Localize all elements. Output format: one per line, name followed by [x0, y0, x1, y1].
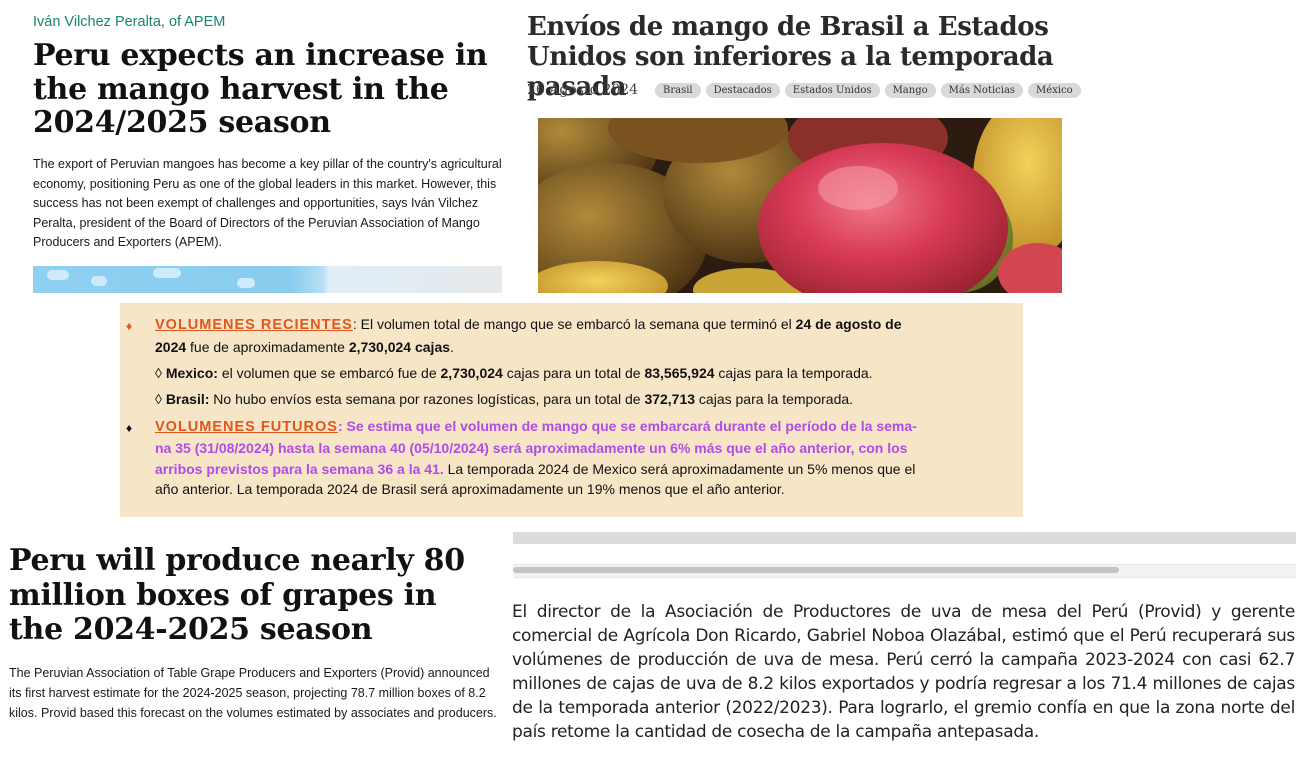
article-mango-peru: Iván Vilchez Peralta, of APEM Peru expec…: [0, 0, 512, 295]
recientes-date: 24 de agosto de: [795, 316, 902, 332]
content-divider: [513, 532, 1296, 544]
article-date: 26 Agosto 2024: [527, 82, 639, 98]
futuros-forecast: : Se estima que el volumen de mango que …: [337, 418, 917, 434]
brasil-total: 372,713: [644, 391, 696, 407]
recientes-text: fue de aproximadamente: [186, 339, 349, 355]
article-headline[interactable]: Envíos de mango de Brasil a Estados Unid…: [527, 12, 1054, 102]
recientes-total: 2,730,024 cajas: [348, 339, 451, 355]
tag-mexico[interactable]: México: [1028, 83, 1081, 98]
article-headline[interactable]: Peru will produce nearly 80 million boxe…: [9, 543, 465, 647]
futuros-line-4: año anterior. La temporada 2024 de Brasi…: [155, 481, 785, 497]
futuros-line-3: arribos previstos para la semana 36 a la…: [155, 459, 915, 479]
tag-brasil[interactable]: Brasil: [655, 83, 701, 98]
futuros-note: La temporada 2024 de Mexico será aproxim…: [443, 461, 916, 477]
sub-bullet-icon: ◊: [155, 391, 162, 407]
article-body: The export of Peruvian mangoes has becom…: [33, 157, 502, 250]
tag-estados-unidos[interactable]: Estados Unidos: [784, 83, 880, 98]
futuros-forecast: arribos previstos para la semana 36 a la…: [155, 461, 444, 477]
article-body: The Peruvian Association of Table Grape …: [9, 666, 497, 720]
tag-mas-noticias[interactable]: Más Noticias: [940, 83, 1024, 98]
tag-mango[interactable]: Mango: [884, 83, 936, 98]
mexico-label: Mexico:: [165, 365, 218, 381]
horizontal-scrollbar-thumb[interactable]: [513, 567, 1119, 573]
article-uva-provid: El director de la Asociación de Producto…: [505, 530, 1306, 760]
article-headline[interactable]: Peru expects an increase in the mango ha…: [33, 38, 488, 140]
mexico-weekly: 2,730,024: [440, 365, 503, 381]
brasil-label: Brasil:: [165, 391, 210, 407]
mexico-text: el volumen que se embarcó fue de: [217, 365, 441, 381]
mexico-text: cajas para un total de: [502, 365, 645, 381]
recientes-line-2: 2024 fue de aproximadamente 2,730,024 ca…: [155, 337, 454, 357]
recientes-period: .: [450, 339, 454, 355]
article-byline[interactable]: Iván Vilchez Peralta, of APEM: [33, 14, 226, 30]
brasil-line: ◊ Brasil: No hubo envíos esta semana por…: [155, 389, 853, 409]
article-grapes-peru: Peru will produce nearly 80 million boxe…: [0, 530, 505, 760]
mango-photo: [538, 118, 1062, 293]
recientes-line-1: VOLUMENES RECIENTES: El volumen total de…: [155, 314, 901, 335]
article-body: El director de la Asociación de Producto…: [512, 602, 1295, 742]
brasil-text: cajas para la temporada.: [695, 391, 854, 407]
recientes-heading: VOLUMENES RECIENTES: [155, 317, 353, 333]
futuros-heading: VOLUMENES FUTUROS: [155, 419, 338, 435]
mexico-line: ◊ Mexico: el volumen que se embarcó fue …: [155, 363, 873, 383]
sub-bullet-icon: ◊: [155, 365, 162, 381]
article-mango-brasil: Envíos de mango de Brasil a Estados Unid…: [512, 0, 1306, 295]
futuros-line-2: na 35 (31/08/2024) hasta la semana 40 (0…: [155, 440, 908, 456]
tag-list: Brasil Destacados Estados Unidos Mango M…: [655, 83, 1081, 98]
recientes-text: : El volumen total de mango que se embar…: [352, 316, 796, 332]
recientes-year: 2024: [155, 339, 187, 355]
diamond-bullet-icon: ♦: [126, 319, 133, 333]
brasil-text: No hubo envíos esta semana por razones l…: [209, 391, 645, 407]
tag-destacados[interactable]: Destacados: [705, 83, 780, 98]
mexico-total: 83,565,924: [644, 365, 715, 381]
volumes-box: ♦ VOLUMENES RECIENTES: El volumen total …: [120, 303, 1023, 517]
diamond-bullet-icon: ♦: [126, 421, 133, 435]
article-photo: [33, 266, 502, 293]
futuros-line-1: VOLUMENES FUTUROS: Se estima que el volu…: [155, 416, 917, 437]
mexico-text: cajas para la temporada.: [714, 365, 873, 381]
